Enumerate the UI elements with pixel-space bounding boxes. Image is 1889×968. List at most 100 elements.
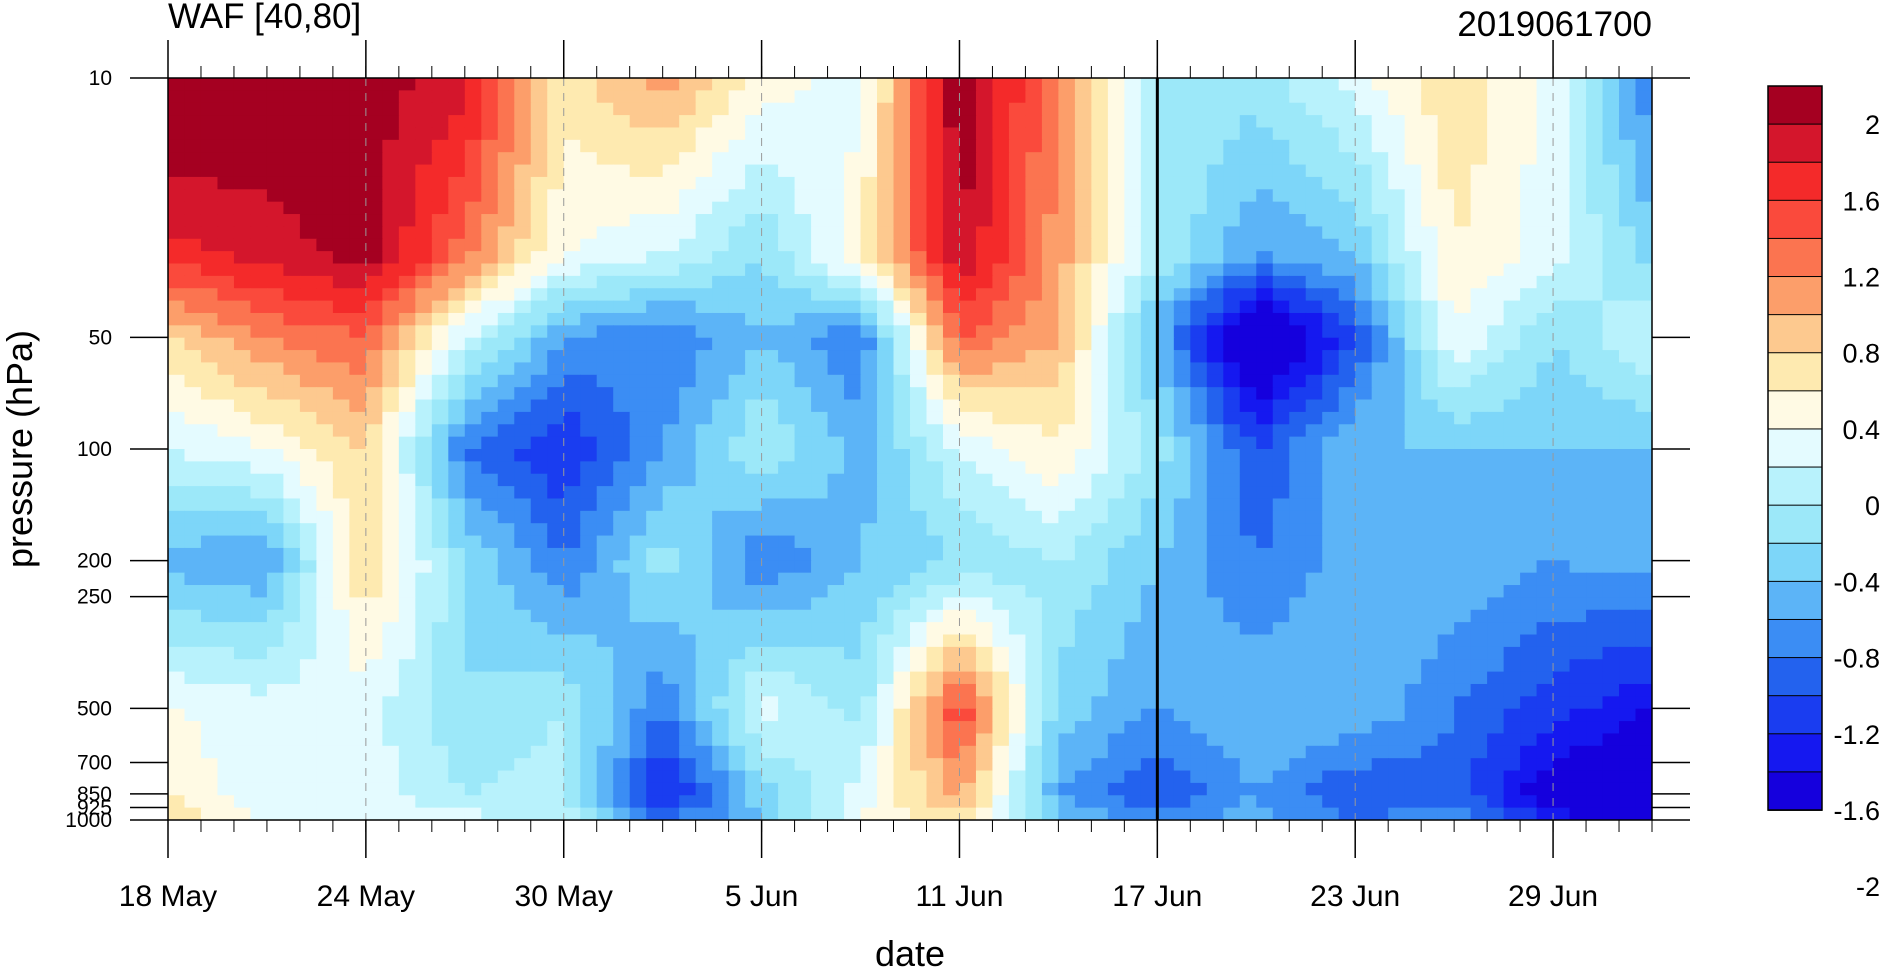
contour-cell	[662, 127, 680, 141]
contour-cell	[1487, 721, 1505, 735]
contour-cell	[877, 350, 895, 364]
contour-cell	[1173, 486, 1191, 500]
contour-cell	[811, 288, 829, 302]
contour-cell	[415, 325, 433, 339]
contour-cell	[1619, 486, 1637, 500]
contour-cell	[1239, 622, 1257, 636]
contour-cell	[1041, 288, 1059, 302]
contour-cell	[893, 411, 911, 425]
contour-cell	[1206, 214, 1224, 227]
contour-cell	[1256, 585, 1274, 598]
contour-cell	[1338, 139, 1356, 153]
contour-cell	[299, 337, 317, 351]
contour-cell	[448, 176, 466, 190]
contour-cell	[959, 275, 977, 289]
contour-cell	[646, 473, 664, 487]
contour-cell	[250, 90, 268, 104]
contour-cell	[629, 350, 647, 364]
contour-cell	[629, 560, 647, 574]
contour-cell	[629, 189, 647, 203]
contour-cell	[860, 78, 878, 91]
contour-cell	[514, 733, 532, 747]
contour-cell	[695, 337, 713, 351]
contour-cell	[1124, 560, 1142, 574]
contour-cell	[1503, 671, 1521, 685]
contour-cell	[382, 115, 400, 129]
contour-cell	[1454, 671, 1472, 685]
contour-cell	[629, 78, 647, 91]
contour-cell	[1190, 263, 1208, 277]
contour-cell	[1602, 275, 1620, 289]
contour-cell	[1256, 90, 1274, 104]
contour-cell	[1256, 659, 1274, 673]
contour-cell	[415, 597, 433, 611]
contour-cell	[1355, 176, 1373, 190]
contour-cell	[349, 337, 367, 351]
contour-cell	[745, 325, 763, 339]
contour-cell	[332, 164, 350, 178]
contour-cell	[1173, 288, 1191, 302]
contour-cell	[910, 387, 928, 401]
contour-cell	[233, 374, 252, 388]
contour-cell	[1124, 362, 1142, 376]
contour-cell	[1503, 510, 1521, 524]
contour-cell	[1008, 164, 1027, 178]
contour-cell	[1058, 312, 1076, 326]
contour-cell	[860, 263, 878, 277]
contour-cell	[1536, 473, 1554, 487]
contour-cell	[1520, 411, 1538, 425]
contour-cell	[266, 547, 285, 561]
contour-cell	[299, 498, 317, 512]
contour-cell	[728, 238, 746, 252]
contour-cell	[250, 127, 268, 141]
contour-cell	[299, 696, 317, 710]
contour-cell	[910, 300, 928, 314]
contour-cell	[1239, 585, 1257, 598]
contour-cell	[1635, 176, 1652, 190]
contour-cell	[1008, 362, 1027, 376]
contour-cell	[168, 102, 186, 116]
contour-cell	[365, 745, 383, 759]
contour-cell	[1190, 139, 1208, 153]
contour-cell	[1008, 251, 1027, 265]
contour-cell	[761, 226, 779, 240]
contour-cell	[844, 473, 862, 487]
contour-cell	[563, 758, 581, 772]
contour-cell	[1256, 547, 1274, 561]
contour-cell	[695, 671, 713, 685]
contour-cell	[1520, 547, 1538, 561]
contour-cell	[1025, 745, 1043, 759]
contour-cell	[1239, 733, 1257, 747]
contour-cell	[1470, 622, 1488, 636]
contour-cell	[332, 238, 350, 252]
contour-cell	[910, 622, 928, 636]
contour-cell	[415, 201, 433, 215]
contour-cell	[827, 115, 845, 129]
contour-cell	[1338, 374, 1356, 388]
contour-cell	[1503, 683, 1521, 697]
contour-cell	[316, 436, 334, 450]
contour-cell	[1569, 696, 1587, 710]
contour-cell	[349, 486, 367, 500]
contour-cell	[233, 251, 252, 265]
contour-cell	[1239, 560, 1257, 574]
contour-cell	[497, 399, 515, 413]
contour-cell	[1173, 176, 1191, 190]
contour-cell	[1602, 622, 1620, 636]
contour-cell	[1305, 634, 1323, 648]
contour-cell	[877, 226, 895, 240]
contour-cell	[316, 238, 334, 252]
contour-cell	[811, 214, 829, 227]
contour-cell	[1190, 127, 1208, 141]
contour-cell	[349, 560, 367, 574]
contour-cell	[1008, 597, 1027, 611]
contour-cell	[1272, 411, 1290, 425]
contour-cell	[431, 263, 449, 277]
contour-cell	[992, 597, 1010, 611]
contour-cell	[415, 164, 433, 178]
contour-cell	[168, 325, 186, 339]
contour-cell	[1025, 671, 1043, 685]
contour-cell	[959, 300, 977, 314]
contour-cell	[761, 411, 779, 425]
contour-cell	[1322, 696, 1340, 710]
